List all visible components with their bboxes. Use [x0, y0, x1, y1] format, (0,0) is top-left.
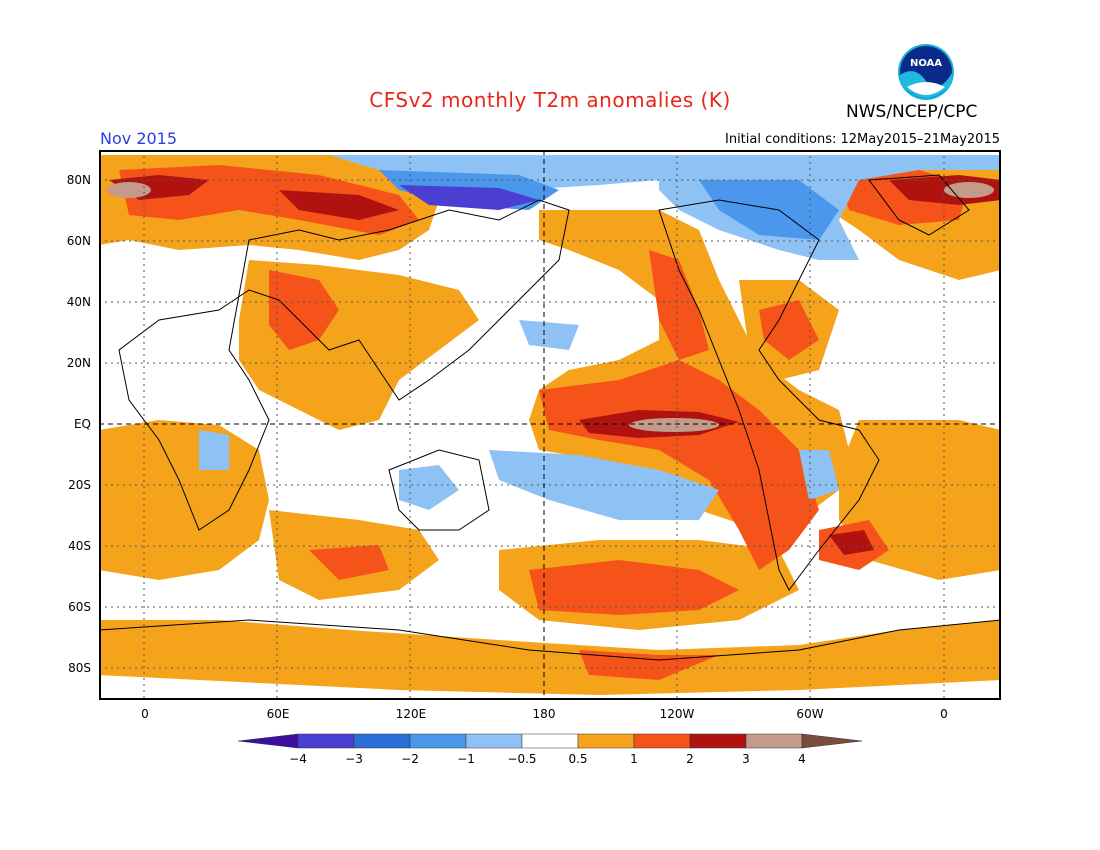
legend-swatch-3-4	[745, 733, 803, 749]
lat-label-eq: EQ	[73, 417, 91, 431]
lat-label-80s: 80S	[68, 661, 91, 675]
legend-label: −3	[345, 752, 363, 766]
legend-swatch-neg2-neg1	[409, 733, 467, 749]
legend-swatch-neg3-neg2	[353, 733, 411, 749]
legend-label: 2	[686, 752, 694, 766]
legend-label: −2	[401, 752, 419, 766]
legend-swatch-above-4	[801, 733, 862, 749]
legend-swatch-neutral	[521, 733, 579, 749]
legend-label: 0.5	[568, 752, 587, 766]
legend-label: 4	[798, 752, 806, 766]
legend-label: −4	[289, 752, 307, 766]
lon-label-120w: 120W	[659, 707, 695, 721]
legend-label: 3	[742, 752, 750, 766]
lon-label-60e: 60E	[266, 707, 290, 721]
legend-swatch-below-neg4	[238, 733, 299, 749]
reference-lines	[99, 150, 1001, 700]
lat-label-40s: 40S	[68, 539, 91, 553]
legend-swatch-neg4-neg3	[297, 733, 355, 749]
map-grid	[99, 150, 1001, 700]
legend-label: 1	[630, 752, 638, 766]
legend-label: −1	[457, 752, 475, 766]
legend-swatch-2-3	[689, 733, 747, 749]
lat-label-80n: 80N	[66, 173, 91, 187]
lon-label-0-right: 0	[940, 707, 948, 721]
legend-swatch-05-1	[577, 733, 635, 749]
lat-label-20s: 20S	[68, 478, 91, 492]
lon-label-180: 180	[532, 707, 556, 721]
legend-swatch-1-2	[633, 733, 691, 749]
forecast-month: Nov 2015	[100, 129, 178, 148]
coastlines	[99, 174, 1001, 661]
agency-label: NWS/NCEP/CPC	[846, 102, 978, 122]
map-frame	[99, 150, 1001, 700]
initial-conditions-label: Initial conditions: 12May2015–21May2015	[725, 132, 1000, 147]
map-title: CFSv2 monthly T2m anomalies (K)	[369, 88, 731, 112]
lon-label-60w: 60W	[796, 707, 824, 721]
noaa-logo: NOAA	[897, 43, 955, 101]
color-legend: −4 −3 −2 −1 −0.5 0.5 1 2 3 4	[238, 733, 862, 766]
lat-label-20n: 20N	[66, 356, 91, 370]
anomaly-cool-3	[399, 185, 539, 210]
lat-label-40n: 40N	[66, 295, 91, 309]
legend-label: −0.5	[507, 752, 536, 766]
lon-label-0-left: 0	[141, 707, 149, 721]
lat-label-60s: 60S	[68, 600, 91, 614]
legend-swatch-neg1-neg05	[465, 733, 523, 749]
anomaly-warm-4	[107, 182, 994, 432]
anomaly-map	[99, 150, 1001, 700]
logo-text: NOAA	[910, 58, 942, 69]
lat-label-60n: 60N	[66, 234, 91, 248]
lon-label-120e: 120E	[395, 707, 427, 721]
